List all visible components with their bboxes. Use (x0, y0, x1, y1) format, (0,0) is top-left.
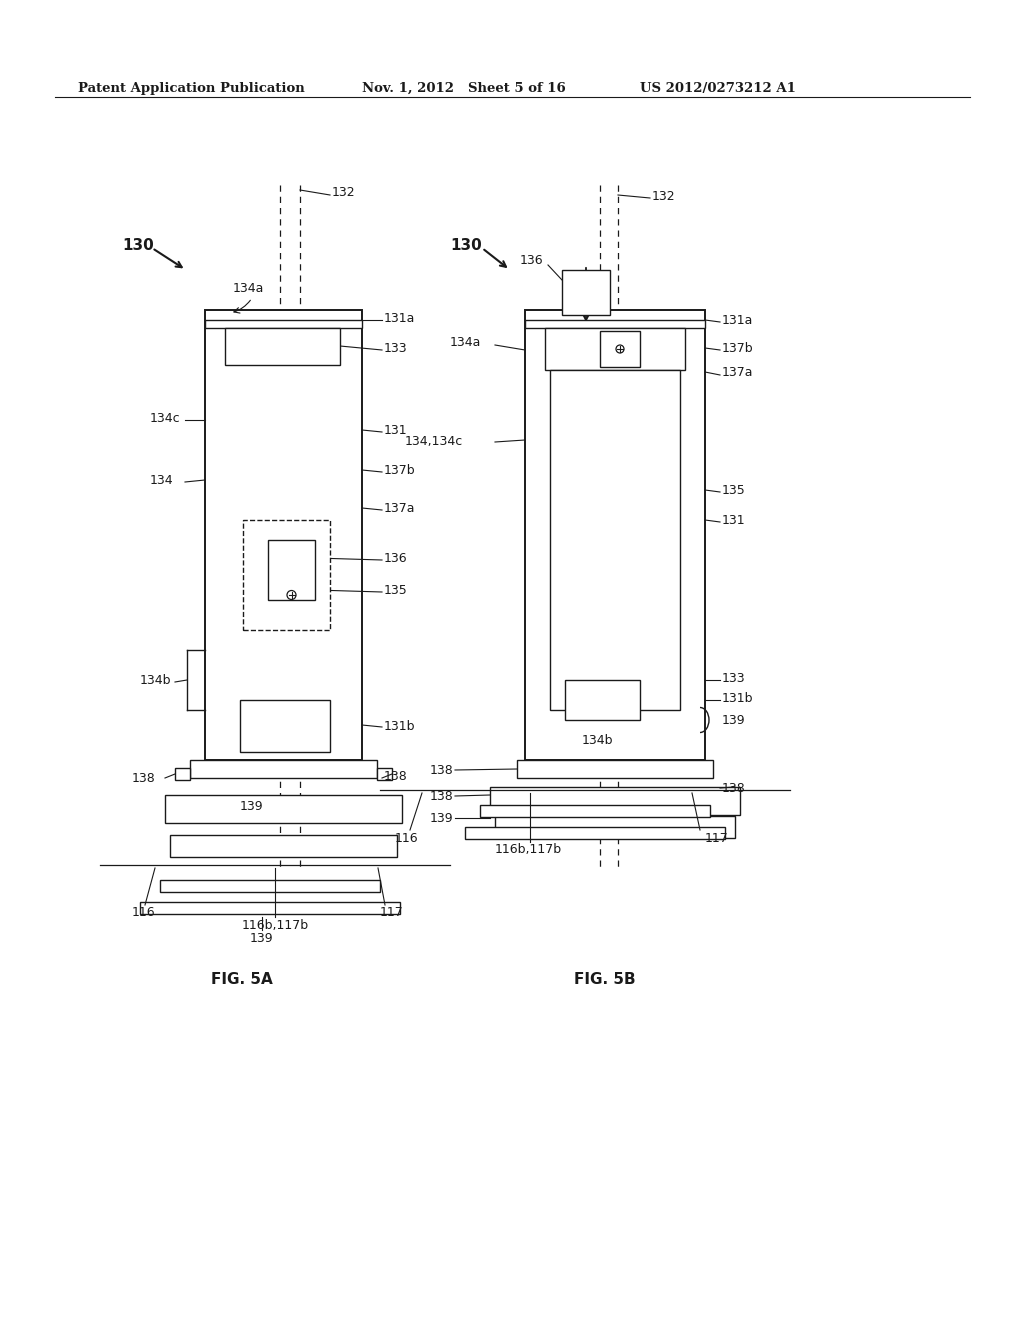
Bar (190, 760, 377, 777)
Text: 131: 131 (384, 425, 408, 437)
Text: Nov. 1, 2012: Nov. 1, 2012 (362, 82, 454, 95)
Bar (243, 520, 330, 630)
Text: 136: 136 (384, 553, 408, 565)
Bar (550, 370, 680, 710)
Bar (600, 331, 640, 367)
Text: 131a: 131a (722, 314, 754, 327)
Text: 139: 139 (250, 932, 273, 945)
Text: 137a: 137a (384, 503, 416, 516)
Bar (480, 805, 710, 817)
Text: Patent Application Publication: Patent Application Publication (78, 82, 305, 95)
Text: US 2012/0273212 A1: US 2012/0273212 A1 (640, 82, 796, 95)
Text: 138: 138 (430, 789, 454, 803)
Text: 135: 135 (384, 585, 408, 598)
Text: 116: 116 (132, 907, 156, 920)
Text: Sheet 5 of 16: Sheet 5 of 16 (468, 82, 565, 95)
Bar (160, 880, 380, 892)
Bar (175, 768, 190, 780)
Bar (170, 836, 397, 857)
Bar (465, 828, 725, 840)
Text: 131b: 131b (384, 719, 416, 733)
Text: 138: 138 (132, 771, 156, 784)
Text: 131a: 131a (384, 313, 416, 326)
Text: 137b: 137b (722, 342, 754, 355)
Text: 117: 117 (705, 832, 729, 845)
Text: 133: 133 (384, 342, 408, 355)
Bar (525, 319, 705, 327)
Text: 116b,117b: 116b,117b (495, 843, 562, 857)
Text: 138: 138 (384, 771, 408, 784)
Text: 116: 116 (395, 832, 419, 845)
Bar (205, 319, 362, 327)
Text: 131b: 131b (722, 693, 754, 705)
Bar (562, 271, 610, 315)
Bar (268, 540, 315, 601)
Bar (240, 700, 330, 752)
Text: 134,134c: 134,134c (406, 434, 463, 447)
Bar (545, 327, 685, 370)
Text: 137a: 137a (722, 367, 754, 380)
Bar (225, 327, 340, 366)
Text: 134a: 134a (232, 282, 264, 294)
Text: FIG. 5B: FIG. 5B (574, 973, 636, 987)
Text: 135: 135 (722, 484, 745, 498)
Text: 117: 117 (380, 907, 403, 920)
Text: 136: 136 (520, 253, 544, 267)
Text: 138: 138 (722, 781, 745, 795)
Text: 139: 139 (240, 800, 263, 813)
Bar (495, 816, 735, 838)
Text: 134b: 134b (582, 734, 613, 747)
Text: 132: 132 (332, 186, 355, 199)
Text: 133: 133 (722, 672, 745, 685)
Text: 134c: 134c (150, 412, 180, 425)
Bar (140, 902, 400, 913)
Bar (377, 768, 392, 780)
Text: 130: 130 (122, 238, 154, 252)
Text: 116b,117b: 116b,117b (242, 919, 309, 932)
Text: 134a: 134a (450, 337, 481, 350)
Text: 137b: 137b (384, 465, 416, 478)
Bar (525, 310, 705, 760)
Text: 139: 139 (430, 812, 454, 825)
Text: FIG. 5A: FIG. 5A (211, 973, 272, 987)
Text: 134: 134 (150, 474, 174, 487)
Text: 130: 130 (450, 238, 481, 252)
Text: 139: 139 (722, 714, 745, 726)
Text: 132: 132 (652, 190, 676, 203)
Bar (490, 787, 740, 814)
Bar (565, 680, 640, 719)
Text: 134b: 134b (140, 675, 171, 688)
Bar (205, 310, 362, 760)
Text: 131: 131 (722, 515, 745, 528)
Text: 138: 138 (430, 763, 454, 776)
Bar (517, 760, 713, 777)
Bar (165, 795, 402, 822)
